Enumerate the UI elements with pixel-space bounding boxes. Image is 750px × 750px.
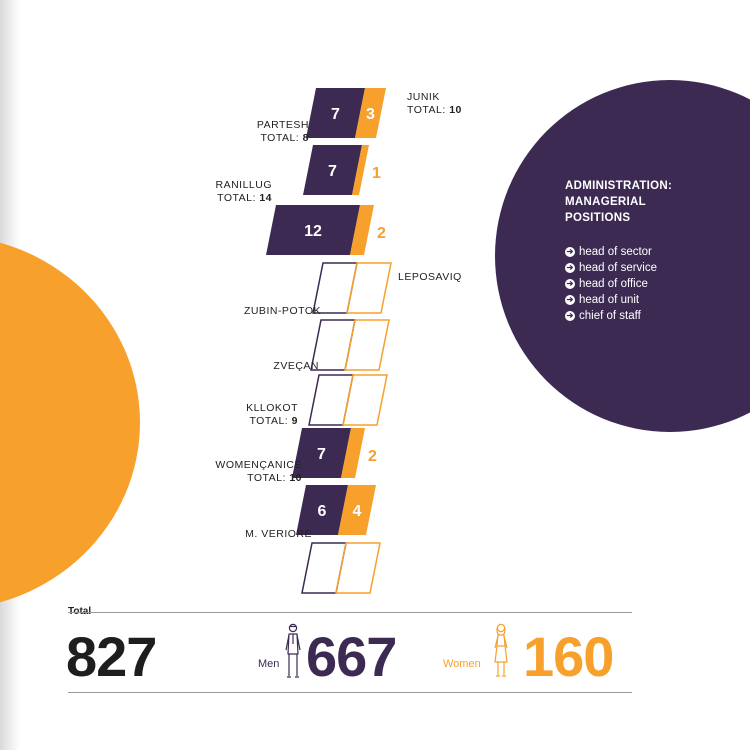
bar-women-womençanicë xyxy=(338,485,376,535)
bar-men-value: 12 xyxy=(304,223,322,240)
category-label: RANILLUG xyxy=(215,179,272,191)
bar-women-value: 4 xyxy=(353,503,362,520)
category-label: KLLOKOT xyxy=(246,402,298,414)
man-icon xyxy=(285,623,301,678)
empty-box-men-m. veriore xyxy=(301,542,347,594)
bar-men-value: 7 xyxy=(331,106,340,123)
arrow-circle-icon: ➔ xyxy=(565,311,575,321)
legend-item-label: head of sector xyxy=(579,246,652,258)
bar-men-ranillug xyxy=(266,205,360,255)
bar-men-kllokot xyxy=(292,428,351,478)
category-label: ZUBIN-POTOK xyxy=(244,305,321,317)
bar-men-value: 7 xyxy=(328,163,337,180)
category-label: PARTESH xyxy=(257,119,309,131)
bar-men-partesh xyxy=(303,145,362,195)
legend-list: ➔ head of sector ➔ head of service ➔ head of … xyxy=(565,244,657,324)
empty-box-men-zveçan xyxy=(308,374,354,426)
arrow-circle-icon: ➔ xyxy=(565,263,575,273)
empty-box-women-m. veriore xyxy=(335,542,381,594)
bar-men-value: 6 xyxy=(318,503,327,520)
category-total-value: 9 xyxy=(292,415,298,427)
arrow-circle-icon: ➔ xyxy=(565,247,575,257)
legend-item-label: head of unit xyxy=(579,294,640,306)
category-total-value: 14 xyxy=(259,192,272,204)
bar-men-value: 7 xyxy=(317,446,326,463)
bar-men-womençanicë xyxy=(296,485,348,535)
bar-women-partesh xyxy=(352,145,369,195)
category-total: TOTAL: 8 xyxy=(260,132,309,144)
bar-women-junik xyxy=(355,88,386,138)
category-total-value: 10 xyxy=(449,104,462,116)
empty-box-women-leposaviq xyxy=(346,262,392,314)
category-total-value: 10 xyxy=(289,472,302,484)
category-label: ZVEÇAN xyxy=(273,360,319,372)
legend-item-label: head of service xyxy=(579,262,657,274)
women-label: Women xyxy=(443,658,481,670)
bar-women-value: 3 xyxy=(366,106,375,123)
bar-women-kllokot xyxy=(341,428,365,478)
category-total: TOTAL: 10 xyxy=(247,472,302,484)
bar-women-ranillug xyxy=(350,205,374,255)
empty-box-women-zubin-potok xyxy=(344,319,390,371)
category-total: TOTAL: 14 xyxy=(217,192,272,204)
summary-bottom-rule xyxy=(68,692,632,693)
bar-men-junik xyxy=(306,88,365,138)
summary-top-rule xyxy=(68,612,632,613)
legend-title: ADMINISTRATION: MANAGERIAL POSITIONS xyxy=(565,180,673,224)
category-label: WOMENÇANICË xyxy=(215,459,302,471)
category-label: M. VERIORE xyxy=(245,528,312,540)
men-value: 667 xyxy=(306,625,397,688)
category-label: JUNIK xyxy=(407,91,440,103)
legend-item: ➔ head of service xyxy=(565,260,657,276)
legend-item: ➔ head of office xyxy=(565,276,657,292)
legend-item: ➔ head of sector xyxy=(565,244,657,260)
arrow-circle-icon: ➔ xyxy=(565,279,575,289)
legend-item-label: head of office xyxy=(579,278,648,290)
legend-item: ➔ head of unit xyxy=(565,292,657,308)
summary-total-label: Total xyxy=(68,606,91,617)
arrow-circle-icon: ➔ xyxy=(565,295,575,305)
legend-item-label: chief of staff xyxy=(579,310,641,322)
bar-women-value: 1 xyxy=(372,165,381,182)
category-total-value: 8 xyxy=(303,132,309,144)
empty-box-women-zveçan xyxy=(342,374,388,426)
category-total: TOTAL: 9 xyxy=(249,415,298,427)
women-value: 160 xyxy=(523,625,614,688)
men-label: Men xyxy=(258,658,280,670)
bar-women-value: 2 xyxy=(377,225,386,242)
legend-item: ➔ chief of staff xyxy=(565,308,657,324)
bar-women-value: 2 xyxy=(368,448,377,465)
category-label: LEPOSAVIQ xyxy=(398,271,462,283)
summary-total-value: 827 xyxy=(66,625,157,688)
category-total: TOTAL: 10 xyxy=(407,104,462,116)
woman-icon xyxy=(494,623,508,677)
